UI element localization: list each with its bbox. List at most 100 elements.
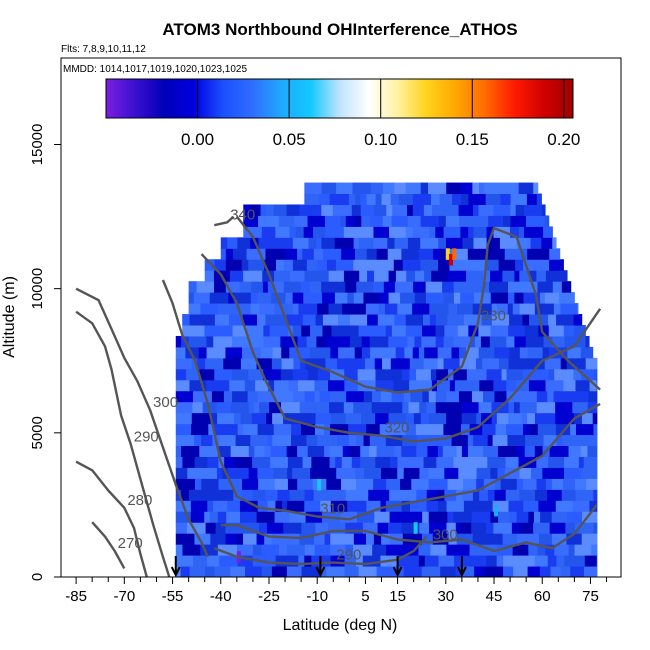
heatmap-cell (430, 368, 437, 381)
heatmap-cell (319, 390, 331, 403)
heatmap-cell (401, 500, 411, 512)
heatmap-cell (519, 303, 536, 315)
heatmap-cell (365, 303, 380, 315)
heatmap-cell (375, 412, 390, 425)
heatmap-cell (592, 412, 598, 425)
heatmap-cell (243, 215, 259, 227)
heatmap-cell (305, 357, 320, 370)
heatmap-cell (331, 324, 343, 337)
y-axis: 0 5000 10000 15000 (29, 124, 61, 581)
heatmap-cell (468, 193, 487, 205)
heatmap-cell (522, 368, 542, 381)
heatmap-cell (310, 467, 330, 479)
heatmap-cell (506, 379, 517, 392)
heatmap-cell (390, 456, 398, 468)
heatmap-cell (248, 401, 255, 414)
heatmap-cell (332, 434, 338, 447)
heatmap-cell (401, 248, 420, 260)
heatmap-cell (239, 281, 252, 293)
heatmap-cell (575, 379, 591, 392)
heatmap-cell (340, 215, 347, 227)
heatmap-cell (301, 324, 311, 337)
heatmap-cell (563, 379, 576, 392)
heatmap-cell (456, 489, 463, 501)
heatmap-cell (430, 193, 441, 205)
heatmap-cell (472, 303, 493, 315)
heatmap-cell (397, 423, 407, 436)
heatmap-cell (306, 335, 317, 348)
heatmap-cell (293, 357, 301, 370)
heatmap-cell (506, 423, 524, 436)
heatmap-cell (232, 248, 248, 260)
x-tick-label: -25 (258, 588, 280, 605)
heatmap-cell (444, 204, 460, 216)
heatmap-cell (373, 237, 388, 249)
heatmap-cell (214, 314, 230, 326)
heatmap-cell (326, 478, 342, 490)
heatmap-cell (583, 566, 598, 578)
heatmap-cell (527, 566, 541, 578)
heatmap-cell (384, 303, 398, 315)
heatmap-cell (316, 237, 322, 249)
heatmap-cell (325, 226, 345, 238)
heatmap-cell (236, 544, 254, 556)
heatmap-cell (390, 357, 411, 370)
heatmap-cell (423, 357, 439, 370)
heatmap-cell (307, 445, 325, 457)
heatmap-cell (580, 445, 588, 457)
heatmap-cell (413, 522, 418, 534)
heatmap-cell (463, 500, 477, 512)
heatmap-cell (329, 390, 347, 403)
heatmap-cell (549, 522, 566, 534)
heatmap-cell (175, 456, 183, 468)
heatmap-cell (511, 522, 520, 534)
heatmap-cell (287, 467, 293, 479)
heatmap-cell (373, 478, 387, 490)
heatmap-cell (250, 303, 261, 315)
heatmap-cell (292, 237, 310, 249)
heatmap-cell (286, 204, 300, 216)
heatmap-cell (573, 434, 587, 447)
heatmap-cell (327, 434, 333, 447)
heatmap-cell (519, 346, 529, 359)
heatmap-cell (419, 522, 430, 534)
heatmap-cell (544, 215, 550, 227)
contour-label: 290 (134, 428, 159, 445)
heatmap-cell (409, 368, 417, 381)
heatmap-cell (353, 237, 360, 249)
heatmap-cell (469, 544, 485, 556)
heatmap-cell (412, 226, 430, 238)
heatmap-cell (507, 281, 520, 293)
heatmap-cell (409, 357, 425, 370)
heatmap-cell (361, 226, 374, 238)
heatmap-cell (360, 456, 376, 468)
heatmap-cell (453, 511, 473, 523)
heatmap-cell (370, 346, 381, 359)
heatmap-cell (263, 368, 282, 381)
heatmap-cell (461, 445, 469, 457)
heatmap-cell (452, 193, 462, 205)
heatmap-cell (362, 522, 379, 534)
heatmap-cell (408, 401, 420, 414)
heatmap-cell (220, 237, 228, 249)
heatmap-cell (287, 456, 304, 468)
heatmap-cell (194, 533, 211, 545)
plot-frame (60, 57, 622, 578)
heatmap-cell (234, 412, 242, 425)
y-tick-label: 15000 (29, 124, 46, 166)
heatmap-cell (494, 504, 499, 517)
heatmap-cell (424, 555, 440, 567)
heatmap-cell (506, 368, 524, 381)
heatmap-cell (382, 182, 395, 195)
heatmap-cell (438, 500, 448, 512)
heatmap-cell (317, 368, 331, 381)
heatmap-cell (438, 555, 455, 567)
heatmap-cell (490, 511, 499, 523)
heatmap-cell (449, 254, 454, 266)
heatmap-cell (424, 270, 432, 282)
heatmap-cell (324, 533, 331, 545)
heatmap-cell (186, 368, 200, 381)
heatmap-cell (314, 423, 325, 436)
heatmap-cell (468, 324, 479, 337)
heatmap-cell (285, 292, 294, 304)
